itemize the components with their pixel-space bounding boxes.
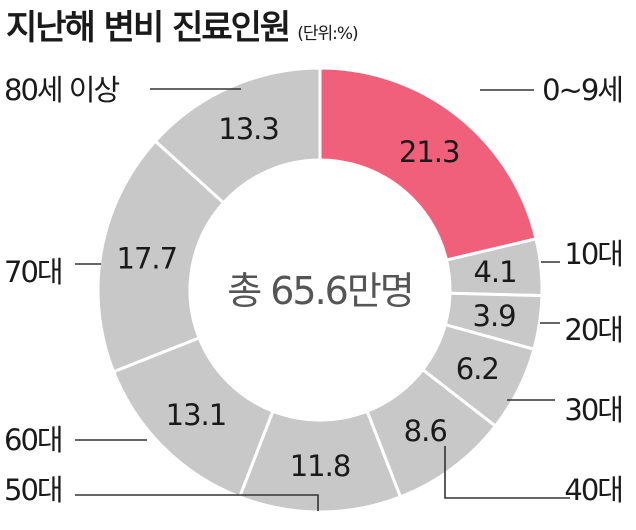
category-label: 50대: [4, 473, 62, 507]
slice-value-label: 21.3: [399, 135, 460, 169]
category-label: 0~9세: [542, 73, 622, 107]
chart-unit-label: (단위:%): [297, 24, 358, 44]
chart-title: 지난해 변비 진료인원: [6, 8, 291, 48]
slice-value-label: 6.2: [456, 352, 499, 386]
category-label: 20대: [564, 313, 622, 347]
center-total-label: 총 65.6만명: [227, 269, 413, 313]
slice-value-label: 3.9: [473, 299, 516, 333]
slice-value-label: 4.1: [473, 255, 516, 289]
leader-line: [444, 446, 570, 499]
slice-value-label: 17.7: [117, 242, 178, 276]
category-label: 70대: [4, 255, 62, 289]
category-label: 40대: [564, 473, 622, 507]
leader-line: [75, 494, 319, 511]
category-label: 10대: [564, 237, 622, 271]
slice-value-label: 11.8: [290, 449, 351, 483]
category-label: 60대: [4, 423, 62, 457]
slice-value-label: 13.1: [166, 398, 227, 432]
title-block: 지난해 변비 진료인원 (단위:%): [6, 0, 359, 48]
slice-value-label: 8.6: [404, 414, 447, 448]
slice-value-label: 13.3: [218, 112, 279, 146]
category-label: 30대: [564, 393, 622, 427]
category-label: 80세 이상: [4, 73, 119, 107]
donut-slice: [318, 66, 538, 262]
donut-slice: [153, 66, 322, 205]
